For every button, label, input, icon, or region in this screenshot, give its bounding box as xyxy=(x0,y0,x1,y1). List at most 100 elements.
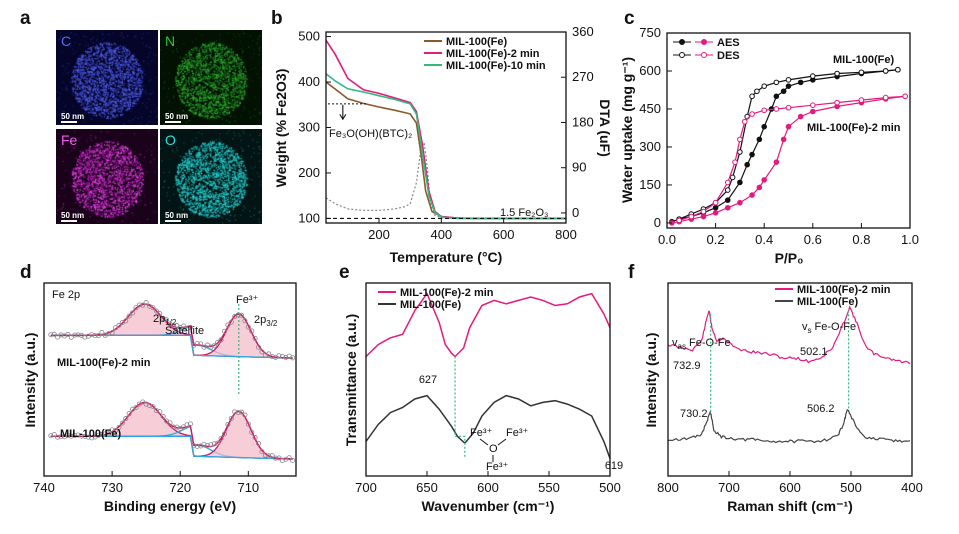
plot-frame xyxy=(365,282,611,477)
raw-data-point xyxy=(239,409,245,415)
raw-data-point xyxy=(290,457,296,463)
raw-data-point xyxy=(68,433,74,439)
data-point xyxy=(700,213,707,220)
x-tick-label: 500 xyxy=(840,480,862,495)
data-point xyxy=(732,159,738,165)
raw-data-point xyxy=(279,457,285,463)
data-point xyxy=(712,210,719,216)
raw-data-point xyxy=(215,440,221,446)
x-tick-label: 800 xyxy=(555,227,577,242)
motif-bond xyxy=(479,438,489,446)
data-point xyxy=(858,69,865,76)
x-axis-label: Temperature (°C) xyxy=(390,249,503,265)
raw-data-point xyxy=(130,310,136,316)
raw-data-point xyxy=(150,403,156,409)
raw-data-point xyxy=(252,335,258,341)
raw-data-point xyxy=(116,424,122,430)
data-point xyxy=(749,151,755,158)
scale-bar xyxy=(61,220,77,222)
dta-line xyxy=(325,140,566,219)
y-tick-label: 300 xyxy=(639,139,661,154)
data-point xyxy=(744,161,750,168)
plot-frame xyxy=(666,32,911,229)
data-point xyxy=(773,79,780,86)
raw-data-point xyxy=(99,329,105,335)
data-point xyxy=(761,177,768,183)
x-tick-label: 700 xyxy=(718,480,740,495)
legend-marker xyxy=(679,52,685,58)
raw-data-point xyxy=(153,308,159,314)
y-axis-label: Intensity (a.u.) xyxy=(22,333,38,428)
raw-data-point xyxy=(262,352,268,358)
raw-data-point xyxy=(266,351,272,357)
eds-map-o: O 50 nm xyxy=(160,129,262,224)
data-point xyxy=(810,102,816,108)
raw-data-point xyxy=(225,322,231,328)
x-tick-label: 400 xyxy=(430,227,452,242)
scale-bar-label: 50 nm xyxy=(61,211,85,220)
data-point xyxy=(858,97,865,103)
motif-o: O xyxy=(489,443,498,455)
raw-data-point xyxy=(245,421,251,427)
x-tick-label: 0.0 xyxy=(658,232,676,247)
chart-title: Fe 2p xyxy=(52,289,80,301)
raw-data-point xyxy=(286,455,292,461)
chart-e: 627 619 Fe³⁺ Fe³⁺ O Fe³⁺ 700 650 600 550 500 MIL-10… xyxy=(343,282,623,514)
data-point xyxy=(749,192,755,198)
raw-data-point xyxy=(106,431,112,437)
data-point xyxy=(712,204,719,211)
scale-bar-label: 50 nm xyxy=(165,211,189,220)
raw-data-point xyxy=(181,323,187,329)
scale-bar xyxy=(165,220,181,222)
raw-data-point xyxy=(221,431,227,437)
data-point xyxy=(724,204,731,211)
raw-data-point xyxy=(164,317,170,323)
mode-label-asym: vas Fe-O-Fe xyxy=(672,337,731,351)
raw-data-point xyxy=(102,431,108,437)
plot-frame xyxy=(43,282,297,477)
chart-f: 732.9 502.1 730.2 506.2 vas Fe-O-Fe vs Fe-O-F… xyxy=(643,282,923,514)
legend-marker xyxy=(701,52,707,58)
raw-data-point xyxy=(89,332,95,338)
raw-data-point xyxy=(61,434,67,440)
data-point xyxy=(797,79,804,86)
raw-data-point xyxy=(72,432,78,438)
panel-label-b: b xyxy=(271,8,283,29)
panel-label-e: e xyxy=(339,262,350,283)
raw-data-point xyxy=(269,453,275,459)
data-point xyxy=(737,136,743,143)
data-point xyxy=(724,197,731,203)
motif-fe: Fe³⁺ xyxy=(486,461,509,473)
label-2p-three-half: 2p3/2 xyxy=(254,314,278,328)
annotation-residue: 1.5 Fe₂O₃ xyxy=(500,207,549,219)
raw-data-point xyxy=(48,332,54,338)
raw-data-point xyxy=(221,328,227,334)
raw-data-point xyxy=(279,353,285,359)
x-tick-label: 740 xyxy=(33,480,55,495)
raw-data-point xyxy=(266,453,272,459)
raw-data-point xyxy=(157,311,163,317)
series-label-top: MIL-100(Fe)-2 min xyxy=(57,357,151,369)
x-tick-label: 0.8 xyxy=(852,232,870,247)
series-line-1 xyxy=(678,69,898,220)
raw-data-point xyxy=(153,408,159,414)
panel-label-c: c xyxy=(624,8,635,29)
data-point xyxy=(761,83,768,89)
raw-data-point xyxy=(262,452,268,458)
raw-data-point xyxy=(194,341,200,347)
legend-label: MIL-100(Fe)-2 min xyxy=(446,48,540,60)
x-tick-label: 730 xyxy=(101,480,123,495)
x-tick-label: 0.6 xyxy=(804,232,822,247)
data-point xyxy=(761,107,768,114)
peak-label-506: 506.2 xyxy=(807,403,835,415)
raw-data-point xyxy=(167,420,173,426)
x-tick-label: 800 xyxy=(657,480,679,495)
raw-data-point xyxy=(290,355,296,361)
eds-map-fe: Fe 50 nm xyxy=(56,129,158,224)
raw-data-point xyxy=(140,399,146,405)
raw-data-point xyxy=(119,420,125,426)
raw-data-point xyxy=(235,410,241,416)
annotation-intermediate: Fe₃O(OH)(BTC)₂ xyxy=(329,128,412,140)
x-tick-label: 550 xyxy=(538,480,560,495)
